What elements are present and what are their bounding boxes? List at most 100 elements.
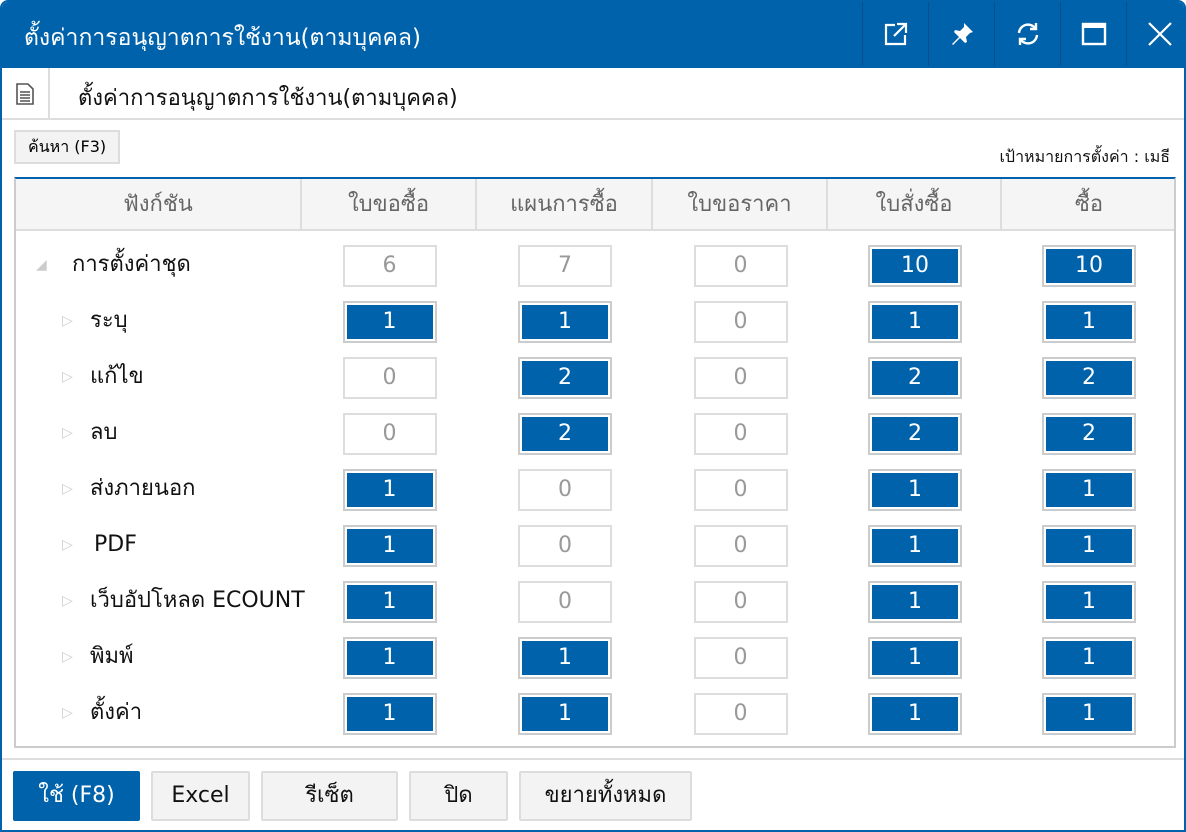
expand-arrow-icon[interactable]: ▷ — [62, 369, 73, 385]
expand-all-button[interactable]: ขยายทั้งหมด — [519, 771, 692, 821]
permission-count-cell[interactable]: 1 — [342, 469, 437, 511]
table-row: ▷ ส่งภายนอก 1 0 0 1 1 — [16, 461, 1174, 517]
permission-count-cell[interactable]: 0 — [693, 413, 788, 455]
reset-button[interactable]: รีเซ็ต — [261, 771, 398, 821]
column-header: แผนการซื้อ — [477, 179, 653, 231]
table-row: ▷ ระบุ 1 1 0 1 1 — [16, 293, 1174, 349]
permission-count-cell[interactable]: 0 — [342, 413, 437, 455]
column-header: ใบขอซื้อ — [302, 179, 477, 231]
close-icon — [1147, 22, 1172, 46]
row-label: ลบ — [90, 420, 118, 445]
permission-count-cell[interactable]: 1 — [518, 693, 612, 735]
row-label: เว็บอัปโหลด ECOUNT — [90, 588, 305, 613]
permission-count-cell[interactable]: 2 — [518, 357, 612, 399]
permission-count-cell[interactable]: 0 — [693, 245, 788, 287]
permission-count-cell[interactable]: 1 — [342, 581, 437, 623]
row-label: ส่งภายนอก — [90, 476, 196, 501]
permission-count-cell[interactable]: 1 — [1042, 301, 1136, 343]
table-row: ▷ พิมพ์ 1 1 0 1 1 — [16, 629, 1174, 685]
close-window-button[interactable] — [1126, 2, 1184, 66]
permission-count-cell[interactable]: 1 — [1042, 581, 1136, 623]
expand-arrow-icon[interactable]: ▷ — [62, 593, 73, 609]
permission-count-cell[interactable]: 0 — [693, 357, 788, 399]
column-header: ใบขอราคา — [653, 179, 828, 231]
expand-arrow-icon[interactable]: ▷ — [62, 425, 73, 441]
permission-count-cell[interactable]: 1 — [868, 693, 962, 735]
maximize-button[interactable] — [1060, 2, 1126, 66]
setting-target-label: เป้าหมายการตั้งค่า : เมธี — [999, 147, 1170, 166]
permission-count-cell[interactable]: 6 — [342, 245, 437, 287]
permission-count-cell[interactable]: 0 — [518, 525, 612, 567]
document-icon — [2, 68, 50, 120]
external-link-icon — [884, 22, 907, 46]
row-label: PDF — [94, 532, 137, 557]
search-button[interactable]: ค้นหา (F3) — [14, 130, 121, 164]
row-label: แก้ไข — [90, 364, 144, 389]
permission-count-cell[interactable]: 2 — [1042, 413, 1136, 455]
permission-count-cell[interactable]: 2 — [868, 357, 962, 399]
permission-count-cell[interactable]: 1 — [1042, 469, 1136, 511]
apply-button[interactable]: ใช้ (F8) — [13, 771, 140, 821]
permission-table: ฟังก์ชัน ใบขอซื้อ แผนการซื้อ ใบขอราคา ใบสั่ง… — [14, 177, 1176, 748]
permission-count-cell[interactable]: 1 — [342, 637, 437, 679]
close-button[interactable]: ปิด — [409, 771, 508, 821]
row-label: พิมพ์ — [90, 644, 134, 669]
permission-count-cell[interactable]: 0 — [693, 693, 788, 735]
collapse-arrow-icon[interactable]: ◢ — [36, 257, 47, 273]
permission-count-cell[interactable]: 1 — [868, 581, 962, 623]
window-title: ตั้งค่าการอนุญาตการใช้งาน(ตามบุคคล) — [24, 25, 421, 51]
table-row: ▷ ลบ 0 2 0 2 2 — [16, 405, 1174, 461]
permission-count-cell[interactable]: 1 — [342, 301, 437, 343]
column-header: ซื้อ — [1074, 192, 1104, 217]
sub-header: ตั้งค่าการอนุญาตการใช้งาน(ตามบุคคล) — [2, 68, 1184, 120]
expand-arrow-icon[interactable]: ▷ — [62, 705, 73, 721]
permission-count-cell[interactable]: 1 — [868, 637, 962, 679]
permission-count-cell[interactable]: 1 — [868, 469, 962, 511]
maximize-icon — [1081, 22, 1106, 46]
permission-count-cell[interactable]: 0 — [693, 469, 788, 511]
permission-count-cell[interactable]: 1 — [868, 301, 962, 343]
permission-count-cell[interactable]: 1 — [1042, 693, 1136, 735]
permission-count-cell[interactable]: 0 — [693, 637, 788, 679]
column-header: ใบสั่งซื้อ — [828, 179, 1002, 231]
expand-arrow-icon[interactable]: ▷ — [62, 313, 73, 329]
permission-count-cell[interactable]: 0 — [693, 581, 788, 623]
table-row: ▷ แก้ไข 0 2 0 2 2 — [16, 349, 1174, 405]
permission-count-cell[interactable]: 1 — [342, 693, 437, 735]
table-row: ◢ การตั้งค่าชุด 6 7 0 10 10 — [16, 237, 1174, 293]
footer-bar: ใช้ (F8) Excel รีเซ็ต ปิด ขยายทั้งหมด — [2, 758, 1184, 830]
refresh-button[interactable] — [994, 2, 1060, 66]
permission-count-cell[interactable]: 0 — [342, 357, 437, 399]
permission-count-cell[interactable]: 0 — [693, 301, 788, 343]
permission-count-cell[interactable]: 1 — [1042, 637, 1136, 679]
permission-count-cell[interactable]: 0 — [518, 469, 612, 511]
permission-count-cell[interactable]: 2 — [518, 413, 612, 455]
permission-count-cell[interactable]: 1 — [342, 525, 437, 567]
table-row: ▷ ตั้งค่า 1 1 0 1 1 — [16, 685, 1174, 741]
permission-count-cell[interactable]: 2 — [868, 413, 962, 455]
permission-count-cell[interactable]: 1 — [518, 637, 612, 679]
permission-count-cell[interactable]: 7 — [518, 245, 612, 287]
row-label: ตั้งค่า — [90, 700, 143, 725]
table-row: ▷ PDF 1 0 0 1 1 — [16, 517, 1174, 573]
popout-button[interactable] — [862, 2, 928, 66]
expand-arrow-icon[interactable]: ▷ — [62, 481, 73, 497]
permission-count-cell[interactable]: 1 — [518, 301, 612, 343]
expand-arrow-icon[interactable]: ▷ — [62, 649, 73, 665]
permission-count-cell[interactable]: 2 — [1042, 357, 1136, 399]
permission-count-cell[interactable]: 10 — [868, 245, 962, 287]
refresh-icon — [1017, 23, 1038, 45]
excel-button[interactable]: Excel — [151, 771, 250, 821]
title-bar: ตั้งค่าการอนุญาตการใช้งาน(ตามบุคคล) — [2, 2, 1184, 68]
row-label: ระบุ — [90, 308, 128, 333]
permission-count-cell[interactable]: 10 — [1042, 245, 1136, 287]
page-title: ตั้งค่าการอนุญาตการใช้งาน(ตามบุคคล) — [78, 86, 458, 111]
permission-count-cell[interactable]: 1 — [1042, 525, 1136, 567]
permission-count-cell[interactable]: 0 — [693, 525, 788, 567]
table-header: ฟังก์ชัน ใบขอซื้อ แผนการซื้อ ใบขอราคา ใบสั่ง… — [16, 179, 1174, 231]
pin-button[interactable] — [928, 2, 994, 66]
expand-arrow-icon[interactable]: ▷ — [62, 537, 73, 553]
permission-count-cell[interactable]: 1 — [868, 525, 962, 567]
permission-count-cell[interactable]: 0 — [518, 581, 612, 623]
